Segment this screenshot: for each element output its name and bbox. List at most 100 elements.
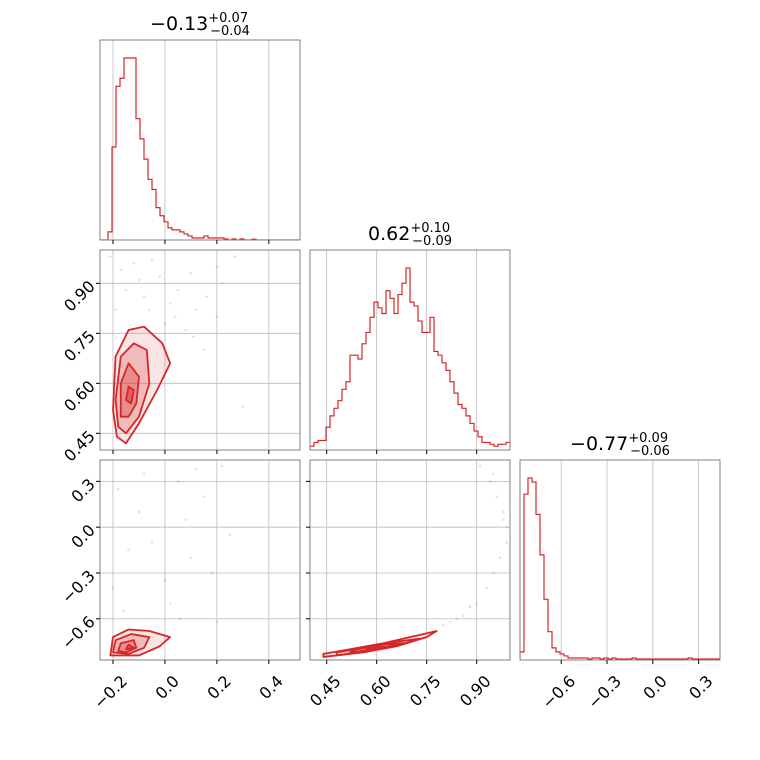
sample-point (168, 302, 172, 305)
sample-point (502, 518, 505, 521)
contour-level-2 (112, 633, 151, 655)
sample-point (189, 556, 193, 560)
sample-point (228, 533, 232, 537)
sample-point (485, 586, 488, 590)
y-tick-label: −0.3 (58, 566, 99, 607)
sample-point (202, 495, 206, 498)
sample-point (184, 328, 188, 332)
x-tick-label: 0.45 (306, 672, 345, 711)
sample-point (114, 308, 117, 312)
sample-point (194, 308, 198, 312)
panel-frame (519, 459, 721, 661)
histogram-param-1 (100, 57, 300, 240)
sample-point (111, 586, 115, 590)
sample-point (127, 548, 130, 552)
contour-level-4 (365, 646, 388, 651)
histogram-param-2 (310, 267, 510, 450)
y-tick-label: 0.60 (60, 377, 99, 416)
sample-point (215, 620, 219, 624)
sample-point (142, 472, 146, 476)
title-median: −0.77 (570, 433, 628, 455)
sample-point (116, 487, 120, 491)
title-plus-error: +0.07 (208, 11, 248, 26)
sample-point (502, 510, 505, 514)
sample-point (468, 605, 472, 608)
sample-point (192, 335, 195, 338)
title-plus-error: +0.09 (628, 431, 668, 446)
y-tick-label: 0.3 (67, 475, 98, 506)
sample-point (148, 308, 151, 312)
y-tick-label: 0.90 (60, 277, 99, 316)
sample-point (202, 348, 206, 352)
x-tick-label: 0.3 (685, 672, 716, 703)
sample-point (176, 288, 180, 292)
title-plus-error: +0.10 (410, 221, 450, 236)
panel-frame (99, 39, 301, 241)
sample-point (215, 265, 219, 268)
x-tick-label: 0.75 (406, 672, 445, 711)
sample-point (189, 272, 193, 275)
sample-point (150, 541, 154, 544)
title-median: 0.62 (368, 223, 410, 245)
sample-point (205, 295, 208, 298)
title-minus-error: −0.06 (630, 444, 670, 459)
sample-point (163, 579, 167, 582)
y-tick-label: −0.6 (58, 612, 99, 653)
x-tick-label: 0.0 (639, 672, 670, 703)
sample-point (174, 315, 177, 318)
contour-level-1 (112, 325, 172, 445)
x-tick-label: 0.60 (356, 672, 395, 711)
x-tick-label: 0.90 (456, 672, 495, 711)
histogram-param-3 (520, 477, 720, 660)
sample-point (122, 609, 125, 613)
sample-point (168, 602, 172, 605)
sample-point (109, 255, 112, 258)
panel-frame (99, 459, 301, 661)
sample-point (137, 278, 141, 282)
sample-point (194, 467, 198, 471)
x-tick-label: 0.4 (255, 672, 286, 703)
sample-point (220, 464, 224, 468)
sample-point (482, 457, 485, 460)
sample-point (176, 480, 180, 483)
sample-point (448, 620, 452, 624)
y-tick-label: 0.75 (60, 327, 99, 366)
sample-point (462, 614, 465, 618)
y-tick-label: 0.0 (67, 521, 98, 552)
contour-level-4 (125, 643, 135, 651)
sample-point (236, 457, 239, 460)
x-tick-label: 0.2 (203, 672, 234, 703)
sample-point (442, 623, 445, 627)
sample-point (492, 571, 495, 575)
sample-point (478, 464, 482, 468)
sample-point (495, 495, 498, 498)
x-tick-label: −0.3 (584, 672, 625, 713)
sample-point (505, 541, 508, 544)
sample-point (119, 268, 123, 272)
x-tick-label: 0.0 (152, 672, 183, 703)
sample-point (184, 518, 188, 521)
sample-point (455, 617, 458, 621)
param-3-title: −0.77+0.09 −0.06 (570, 431, 670, 459)
sample-point (498, 556, 502, 560)
title-minus-error: −0.04 (210, 24, 250, 39)
sample-point (132, 262, 136, 265)
panel-frame (99, 249, 301, 451)
sample-point (492, 472, 495, 476)
sample-point (215, 315, 219, 318)
sample-point (137, 510, 141, 514)
sample-point (233, 255, 237, 258)
sample-point (150, 258, 154, 262)
param-1-title: −0.13+0.07 −0.04 (150, 11, 250, 39)
sample-point (142, 295, 146, 298)
contour-level-3 (119, 362, 140, 418)
x-tick-label: −0.6 (538, 672, 579, 713)
y-tick-label: 0.45 (60, 427, 99, 466)
x-tick-label: −0.2 (90, 672, 131, 713)
sample-point (210, 571, 213, 575)
param-2-title: 0.62+0.10 −0.09 (368, 221, 452, 249)
title-median: −0.13 (150, 13, 208, 35)
sample-point (179, 617, 182, 621)
panel-frame (309, 459, 511, 661)
